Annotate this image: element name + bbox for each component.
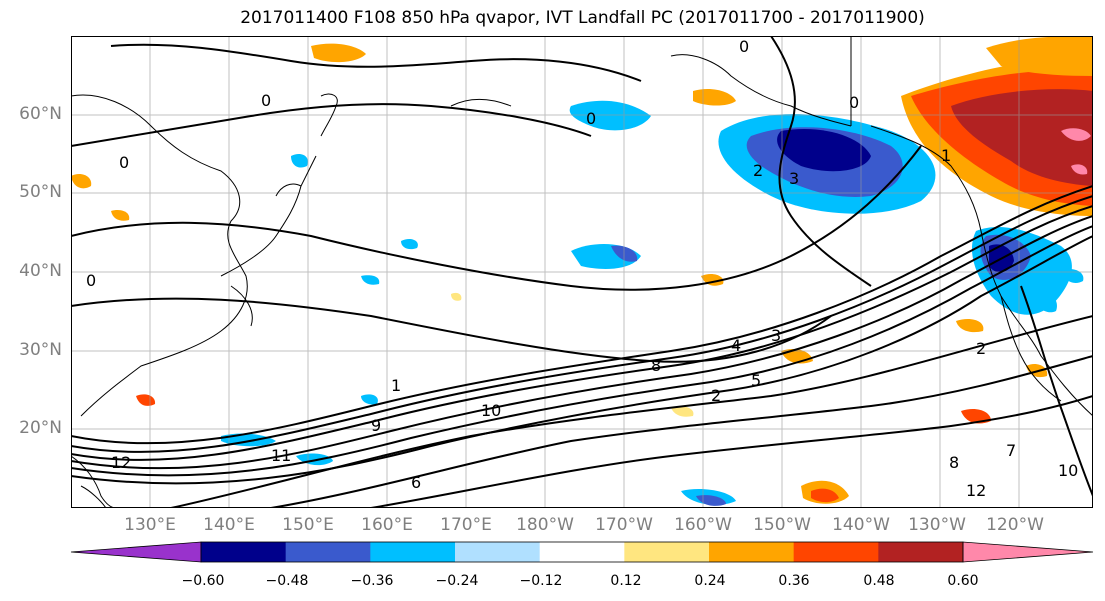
contour-label: 2 — [711, 386, 721, 405]
lon-label-150w: 150°W — [753, 515, 811, 535]
map-title: 2017011400 F108 850 hPa qvapor, IVT Land… — [240, 8, 925, 28]
lat-label-40n: 40°N — [19, 261, 62, 281]
contour-label: 11 — [271, 446, 291, 465]
colorbar-tick-label: 0.12 — [610, 573, 642, 589]
lon-label-140e: 140°E — [203, 515, 255, 535]
contour-labels: 0 0 0 0 0 0 1 1 2 3 3 4 5 8 9 10 10 11 1… — [86, 37, 1078, 500]
contour-label: 3 — [789, 169, 799, 188]
colorbar-segment — [624, 542, 710, 562]
contour-label: 0 — [119, 153, 129, 172]
map-panel: 0 0 0 0 0 0 1 1 2 3 3 4 5 8 9 10 10 11 1… — [71, 36, 1093, 508]
colorbar-tick-label: 0.24 — [694, 573, 726, 589]
colorbar-tick-label: −0.24 — [435, 573, 479, 589]
lon-label-120w: 120°W — [986, 515, 1044, 535]
lon-label-160e: 160°E — [361, 515, 413, 535]
contour-label: 6 — [411, 473, 421, 492]
colorbar-segment — [455, 542, 541, 562]
colorbar-tick-label: 0.48 — [863, 573, 895, 589]
lat-label-30n: 30°N — [19, 340, 62, 360]
colorbar-segment — [285, 542, 371, 562]
colorbar-segment — [878, 542, 964, 562]
lon-label-130w: 130°W — [908, 515, 966, 535]
colorbar-tick-label: −0.60 — [181, 573, 225, 589]
contour-label: 0 — [261, 91, 271, 110]
contour-lines — [71, 36, 1093, 508]
contour-label: 3 — [771, 326, 781, 345]
colorbar-segment — [370, 542, 456, 562]
lon-label-130e: 130°E — [124, 515, 176, 535]
colorbar-segment — [709, 542, 795, 562]
contour-label: 12 — [111, 453, 131, 472]
colorbar-outline — [200, 541, 964, 563]
colorbar-tick-label: 0.36 — [778, 573, 810, 589]
colorbar-tick-label: −0.48 — [265, 573, 309, 589]
contour-label: 2 — [976, 339, 986, 358]
map-gridlines — [71, 36, 1093, 508]
contour-label: 0 — [86, 271, 96, 290]
contour-label: 10 — [481, 401, 501, 420]
contour-label: 7 — [1006, 441, 1016, 460]
colorbar-tick-label: −0.12 — [519, 573, 563, 589]
contour-label: 0 — [586, 109, 596, 128]
contour-label: 4 — [731, 336, 741, 355]
contour-label: 10 — [1058, 461, 1078, 480]
colorbar — [70, 541, 1094, 563]
contour-label: 8 — [651, 356, 661, 375]
contour-label: 8 — [949, 453, 959, 472]
contour-label: 0 — [739, 37, 749, 56]
lat-label-50n: 50°N — [19, 182, 62, 202]
colorbar-extend-low — [70, 541, 202, 563]
contour-label: 2 — [753, 161, 763, 180]
lon-label-180w: 180°W — [516, 515, 574, 535]
lon-label-140w: 140°W — [832, 515, 890, 535]
colorbar-tick-label: 0.60 — [947, 573, 979, 589]
lat-label-60n: 60°N — [19, 104, 62, 124]
contour-label: 9 — [371, 416, 381, 435]
lon-label-170w: 170°W — [595, 515, 653, 535]
colorbar-tick-label: −0.36 — [350, 573, 394, 589]
lon-label-150e: 150°E — [282, 515, 334, 535]
lon-label-170e: 170°E — [440, 515, 492, 535]
contour-label: 1 — [391, 376, 401, 395]
contour-label: 0 — [849, 93, 859, 112]
colorbar-segment — [539, 542, 625, 562]
colorbar-segment — [793, 542, 879, 562]
colorbar-segment — [201, 542, 287, 562]
colorbar-extend-high — [962, 541, 1094, 563]
lon-label-160w: 160°W — [674, 515, 732, 535]
contour-label: 1 — [941, 146, 951, 165]
contour-label: 12 — [966, 481, 986, 500]
contour-label: 5 — [751, 371, 761, 390]
lat-label-20n: 20°N — [19, 418, 62, 438]
